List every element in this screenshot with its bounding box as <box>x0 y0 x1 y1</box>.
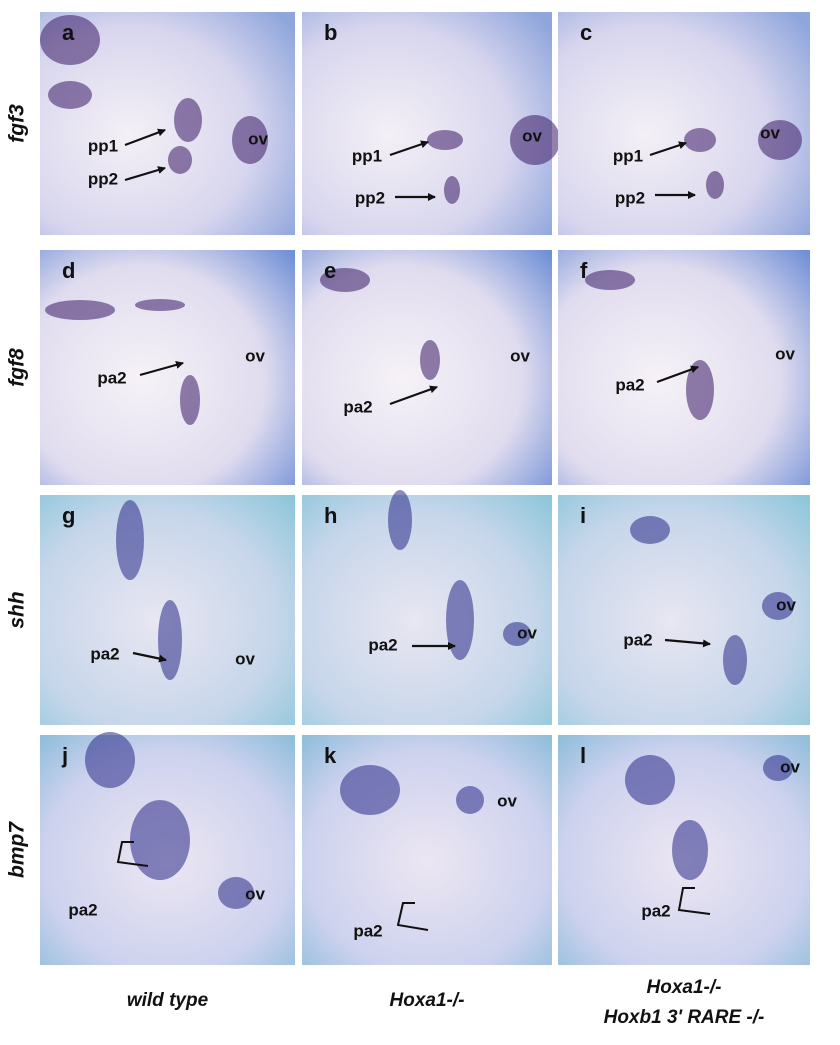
annotation-label: pp1 <box>613 146 643 165</box>
panel-letter: k <box>324 743 337 768</box>
stain <box>446 580 474 660</box>
annotation-label: ov <box>245 346 265 365</box>
arrow <box>139 361 184 377</box>
stain <box>85 732 135 788</box>
panel-letter: h <box>324 503 337 528</box>
stain <box>686 360 714 420</box>
annotation-label: pp2 <box>88 169 118 188</box>
bracket <box>116 841 149 867</box>
annotation-label: pp2 <box>615 188 645 207</box>
annotation-label: pa2 <box>343 397 372 416</box>
row-label: fgf8 <box>6 348 29 387</box>
stain <box>758 120 802 160</box>
stain <box>116 500 144 580</box>
stain <box>585 270 635 290</box>
panel-letter: g <box>62 503 75 528</box>
stain <box>630 516 670 544</box>
stain <box>130 800 190 880</box>
panel-letter: j <box>61 743 68 768</box>
panel-letter: c <box>580 20 592 45</box>
stain <box>180 375 200 425</box>
column-label: Hoxa1-/- <box>647 977 722 998</box>
annotation-label: ov <box>510 346 530 365</box>
stain <box>40 15 100 65</box>
panel-letter: f <box>580 258 588 283</box>
stain <box>456 786 484 814</box>
stain <box>427 130 463 150</box>
annotation-label: pa2 <box>623 630 652 649</box>
annotation-label: pa2 <box>368 635 397 654</box>
annotation-label: pa2 <box>615 375 644 394</box>
stain <box>158 600 182 680</box>
annotation-label: pp1 <box>88 136 118 155</box>
stain <box>340 765 400 815</box>
row-label: fgf3 <box>6 104 29 143</box>
stain <box>672 820 708 880</box>
annotation-label: ov <box>760 123 780 142</box>
arrow <box>389 385 438 406</box>
stain <box>174 98 202 142</box>
stain <box>625 755 675 805</box>
annotation-label: ov <box>775 344 795 363</box>
annotation-label: pa2 <box>641 901 670 920</box>
annotation-label: pa2 <box>353 921 382 940</box>
stain <box>420 340 440 380</box>
stain <box>510 115 560 165</box>
arrow <box>132 651 167 663</box>
arrow <box>389 140 429 157</box>
annotation-label: pa2 <box>90 644 119 663</box>
annotation-label: pp2 <box>355 188 385 207</box>
annotation-label: ov <box>522 126 542 145</box>
annotation-label: pp1 <box>352 146 382 165</box>
panel-letter: d <box>62 258 75 283</box>
stain <box>684 128 716 152</box>
annotation-label: ov <box>245 884 265 903</box>
panel-letter: l <box>580 743 586 768</box>
annotation-label: pa2 <box>97 368 126 387</box>
stain <box>503 622 531 646</box>
panel-letter: a <box>62 20 75 45</box>
panel-letter: e <box>324 258 336 283</box>
stain <box>763 755 793 781</box>
stain <box>388 490 412 550</box>
stain <box>218 877 254 909</box>
column-label: Hoxa1-/- <box>390 990 465 1011</box>
stain <box>762 592 794 620</box>
stain <box>723 635 747 685</box>
panel-letter: i <box>580 503 586 528</box>
arrow <box>124 128 166 147</box>
stain <box>232 116 268 164</box>
annotation-label: ov <box>248 129 268 148</box>
annotation-label: ov <box>497 791 517 810</box>
stain <box>706 171 724 199</box>
panel-image <box>558 250 810 485</box>
arrow <box>649 141 687 157</box>
annotation-label: pa2 <box>68 900 97 919</box>
row-label: shh <box>6 591 29 628</box>
row-label: bmp7 <box>6 821 29 878</box>
annotation-label: ov <box>517 623 537 642</box>
panel-image <box>302 12 552 235</box>
panel-letter: b <box>324 20 337 45</box>
stain <box>45 300 115 320</box>
stain <box>320 268 370 292</box>
stain <box>444 176 460 204</box>
panel-image <box>302 735 552 965</box>
arrow <box>664 638 711 648</box>
stain <box>168 146 192 174</box>
annotation-label: ov <box>235 649 255 668</box>
annotation-label: ov <box>780 757 800 776</box>
panel-image <box>302 495 552 725</box>
annotation-label: ov <box>776 595 796 614</box>
arrow <box>124 166 166 182</box>
column-label: Hoxb1 3' RARE -/- <box>604 1007 765 1028</box>
bracket <box>677 887 711 915</box>
bracket <box>396 902 429 931</box>
stain <box>135 299 185 311</box>
stain <box>48 81 92 109</box>
column-label: wild type <box>127 990 209 1011</box>
arrow <box>656 365 699 384</box>
